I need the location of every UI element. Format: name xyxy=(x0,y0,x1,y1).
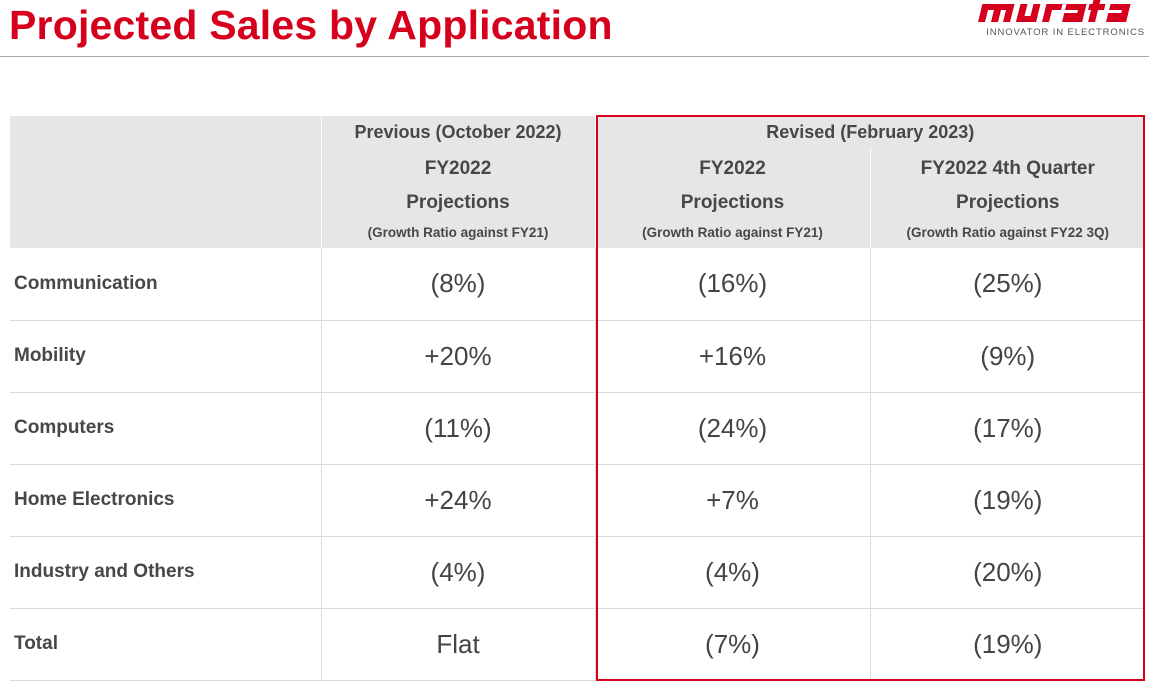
column-header-projections: Projections xyxy=(680,191,785,213)
row-label: Home Electronics xyxy=(10,464,321,537)
row-label: Mobility xyxy=(10,320,321,393)
page-title: Projected Sales by Application xyxy=(9,2,613,48)
value-revised-4q: (19%) xyxy=(869,608,1146,681)
value-revised-4q: (19%) xyxy=(869,464,1146,537)
group-header-previous: Previous (October 2022) xyxy=(320,116,595,148)
value-revised-fy2022: (16%) xyxy=(594,248,870,321)
header-stub-cell xyxy=(10,116,321,248)
column-header-fy: FY2022 xyxy=(699,157,766,179)
value-previous-fy2022: (8%) xyxy=(320,248,595,321)
column-header-growth-basis: (Growth Ratio against FY22 3Q) xyxy=(906,224,1110,240)
projected-sales-table: Previous (October 2022) Revised (Februar… xyxy=(10,116,1146,681)
table-row: Communication (8%) (16%) (25%) xyxy=(10,248,1146,321)
logo-tagline: INNOVATOR IN ELECTRONICS xyxy=(986,27,1145,38)
column-header-growth-basis: (Growth Ratio against FY21) xyxy=(367,224,549,240)
value-revised-fy2022: (4%) xyxy=(594,536,870,609)
table-row: Total Flat (7%) (19%) xyxy=(10,608,1146,681)
table-row: Mobility +20% +16% (9%) xyxy=(10,320,1146,393)
value-previous-fy2022: Flat xyxy=(320,608,595,681)
table-row: Industry and Others (4%) (4%) (20%) xyxy=(10,536,1146,609)
value-revised-4q: (25%) xyxy=(869,248,1146,321)
murata-logo xyxy=(954,0,1149,42)
row-label: Total xyxy=(10,608,321,681)
value-revised-fy2022: +7% xyxy=(594,464,870,537)
row-label: Computers xyxy=(10,392,321,465)
value-revised-fy2022: +16% xyxy=(594,320,870,393)
column-header-fy: FY2022 4th Quarter xyxy=(920,157,1095,179)
column-header-projections: Projections xyxy=(406,191,510,213)
value-previous-fy2022: +24% xyxy=(320,464,595,537)
murata-logo-icon xyxy=(978,0,1131,22)
value-revised-fy2022: (7%) xyxy=(594,608,870,681)
value-previous-fy2022: (11%) xyxy=(320,392,595,465)
value-revised-4q: (17%) xyxy=(869,392,1146,465)
row-label: Communication xyxy=(10,248,321,321)
column-header-revised-4q: FY2022 4th Quarter Projections (Growth R… xyxy=(869,148,1146,248)
value-previous-fy2022: +20% xyxy=(320,320,595,393)
value-revised-4q: (20%) xyxy=(869,536,1146,609)
value-previous-fy2022: (4%) xyxy=(320,536,595,609)
value-revised-fy2022: (24%) xyxy=(594,392,870,465)
value-revised-4q: (9%) xyxy=(869,320,1146,393)
group-header-revised: Revised (February 2023) xyxy=(594,116,1146,148)
row-label: Industry and Others xyxy=(10,536,321,609)
column-header-projections: Projections xyxy=(956,191,1060,213)
column-header-revised-fy2022: FY2022 Projections (Growth Ratio against… xyxy=(594,148,870,248)
header-divider xyxy=(0,56,1149,57)
table-row: Computers (11%) (24%) (17%) xyxy=(10,392,1146,465)
column-header-fy: FY2022 xyxy=(424,157,492,179)
column-header-growth-basis: (Growth Ratio against FY21) xyxy=(642,224,823,240)
column-header-previous-fy2022: FY2022 Projections (Growth Ratio against… xyxy=(320,148,595,248)
table-row: Home Electronics +24% +7% (19%) xyxy=(10,464,1146,537)
